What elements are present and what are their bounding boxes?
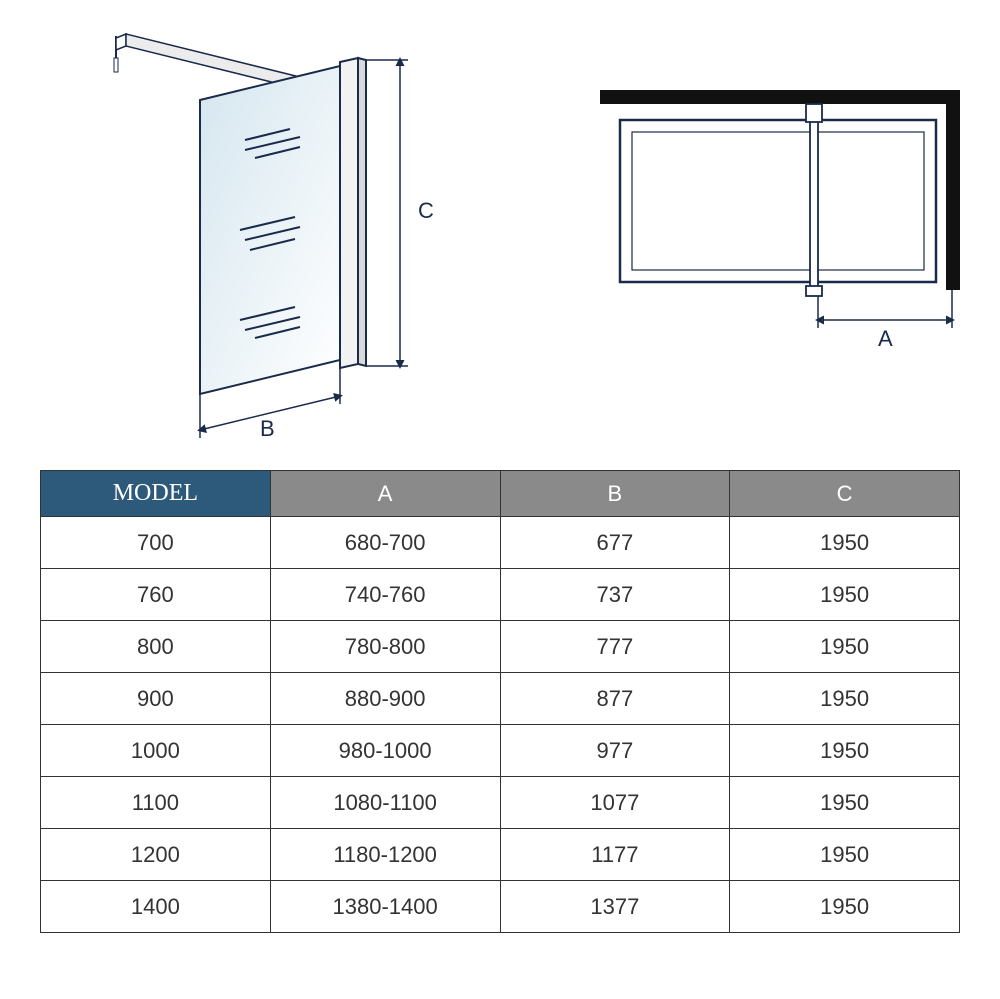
table-row: 900880-9008771950	[41, 673, 960, 725]
table-cell: 1950	[730, 517, 960, 569]
panel-topview	[806, 104, 822, 296]
table-cell: 700	[41, 517, 271, 569]
spec-table-body: 700680-7006771950760740-7607371950800780…	[41, 517, 960, 933]
dimension-c: C	[366, 60, 434, 366]
diagrams-container: C B	[40, 20, 960, 460]
table-cell: 680-700	[270, 517, 500, 569]
table-cell: 1100	[41, 777, 271, 829]
table-cell: 980-1000	[270, 725, 500, 777]
col-header-c: C	[730, 471, 960, 517]
table-row: 800780-8007771950	[41, 621, 960, 673]
table-cell: 1377	[500, 881, 730, 933]
table-cell: 1000	[41, 725, 271, 777]
table-cell: 1400	[41, 881, 271, 933]
table-row: 760740-7607371950	[41, 569, 960, 621]
tray-outline	[620, 120, 936, 282]
dim-label-c: C	[418, 198, 434, 223]
table-row: 1000980-10009771950	[41, 725, 960, 777]
spec-table-head: MODELABC	[41, 471, 960, 517]
table-cell: 1077	[500, 777, 730, 829]
dim-label-b: B	[260, 416, 275, 441]
table-cell: 780-800	[270, 621, 500, 673]
glass-panel	[200, 66, 340, 394]
table-cell: 737	[500, 569, 730, 621]
wall-profile	[340, 58, 366, 368]
topview-diagram: A	[600, 90, 980, 370]
table-cell: 1950	[730, 829, 960, 881]
dimension-a: A	[818, 290, 952, 351]
tray-inner	[632, 132, 924, 270]
dim-label-a: A	[878, 326, 893, 351]
table-cell: 1950	[730, 725, 960, 777]
spec-table: MODELABC 700680-7006771950760740-7607371…	[40, 470, 960, 933]
table-cell: 777	[500, 621, 730, 673]
table-cell: 1950	[730, 569, 960, 621]
table-row: 14001380-140013771950	[41, 881, 960, 933]
table-row: 11001080-110010771950	[41, 777, 960, 829]
table-cell: 677	[500, 517, 730, 569]
table-cell: 1950	[730, 777, 960, 829]
isometric-diagram: C B	[100, 30, 460, 450]
table-cell: 880-900	[270, 673, 500, 725]
table-cell: 900	[41, 673, 271, 725]
table-cell: 740-760	[270, 569, 500, 621]
table-cell: 1950	[730, 673, 960, 725]
table-row: 700680-7006771950	[41, 517, 960, 569]
table-cell: 1080-1100	[270, 777, 500, 829]
table-row: 12001180-120011771950	[41, 829, 960, 881]
table-cell: 1177	[500, 829, 730, 881]
table-cell: 977	[500, 725, 730, 777]
table-cell: 1180-1200	[270, 829, 500, 881]
table-cell: 1950	[730, 881, 960, 933]
table-cell: 1380-1400	[270, 881, 500, 933]
table-cell: 877	[500, 673, 730, 725]
col-header-model: MODEL	[41, 471, 271, 517]
table-cell: 1200	[41, 829, 271, 881]
table-cell: 760	[41, 569, 271, 621]
page: C B	[0, 0, 1000, 999]
table-cell: 1950	[730, 621, 960, 673]
table-cell: 800	[41, 621, 271, 673]
col-header-a: A	[270, 471, 500, 517]
col-header-b: B	[500, 471, 730, 517]
